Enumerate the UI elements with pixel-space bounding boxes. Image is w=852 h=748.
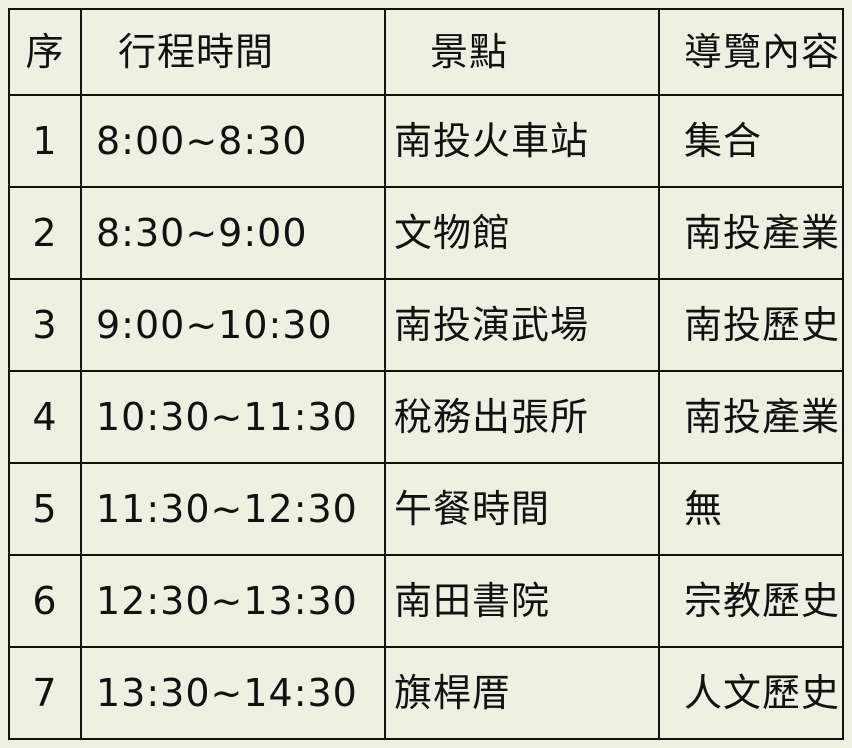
cell-time: 9:00~10:30 [80, 278, 386, 372]
cell-time: 8:30~9:00 [80, 186, 386, 280]
cell-seq: 7 [8, 646, 82, 740]
cell-guide: 無 [658, 462, 844, 556]
header-row: 序 行程時間 景點 導覽內容 [8, 8, 844, 96]
itinerary-table: 序 行程時間 景點 導覽內容 1 8:00~8:30 南投火車站 集合 2 8:… [8, 8, 844, 740]
cell-site: 南田書院 [384, 554, 660, 648]
cell-seq: 3 [8, 278, 82, 372]
cell-seq: 1 [8, 94, 82, 188]
table-row: 6 12:30~13:30 南田書院 宗教歷史 [8, 554, 844, 648]
header-site: 景點 [384, 8, 660, 96]
cell-seq: 2 [8, 186, 82, 280]
cell-guide: 宗教歷史 [658, 554, 844, 648]
cell-guide: 南投歷史 [658, 278, 844, 372]
table-row: 2 8:30~9:00 文物館 南投產業史 [8, 186, 844, 280]
table-row: 5 11:30~12:30 午餐時間 無 [8, 462, 844, 556]
cell-site: 旗桿厝 [384, 646, 660, 740]
cell-site: 南投火車站 [384, 94, 660, 188]
header-guide: 導覽內容 [658, 8, 844, 96]
table-row: 7 13:30~14:30 旗桿厝 人文歷史 [8, 646, 844, 740]
cell-site: 稅務出張所 [384, 370, 660, 464]
cell-seq: 6 [8, 554, 82, 648]
cell-time: 8:00~8:30 [80, 94, 386, 188]
cell-time: 13:30~14:30 [80, 646, 386, 740]
cell-guide: 南投產業史 [658, 186, 844, 280]
cell-site: 午餐時間 [384, 462, 660, 556]
cell-site: 南投演武場 [384, 278, 660, 372]
cell-time: 10:30~11:30 [80, 370, 386, 464]
cell-time: 12:30~13:30 [80, 554, 386, 648]
cell-site: 文物館 [384, 186, 660, 280]
header-seq: 序 [8, 8, 82, 96]
cell-guide: 南投產業史 [658, 370, 844, 464]
cell-guide: 人文歷史 [658, 646, 844, 740]
header-time: 行程時間 [80, 8, 386, 96]
table-row: 3 9:00~10:30 南投演武場 南投歷史 [8, 278, 844, 372]
cell-guide: 集合 [658, 94, 844, 188]
table-row: 4 10:30~11:30 稅務出張所 南投產業史 [8, 370, 844, 464]
table-row: 1 8:00~8:30 南投火車站 集合 [8, 94, 844, 188]
cell-time: 11:30~12:30 [80, 462, 386, 556]
cell-seq: 4 [8, 370, 82, 464]
cell-seq: 5 [8, 462, 82, 556]
